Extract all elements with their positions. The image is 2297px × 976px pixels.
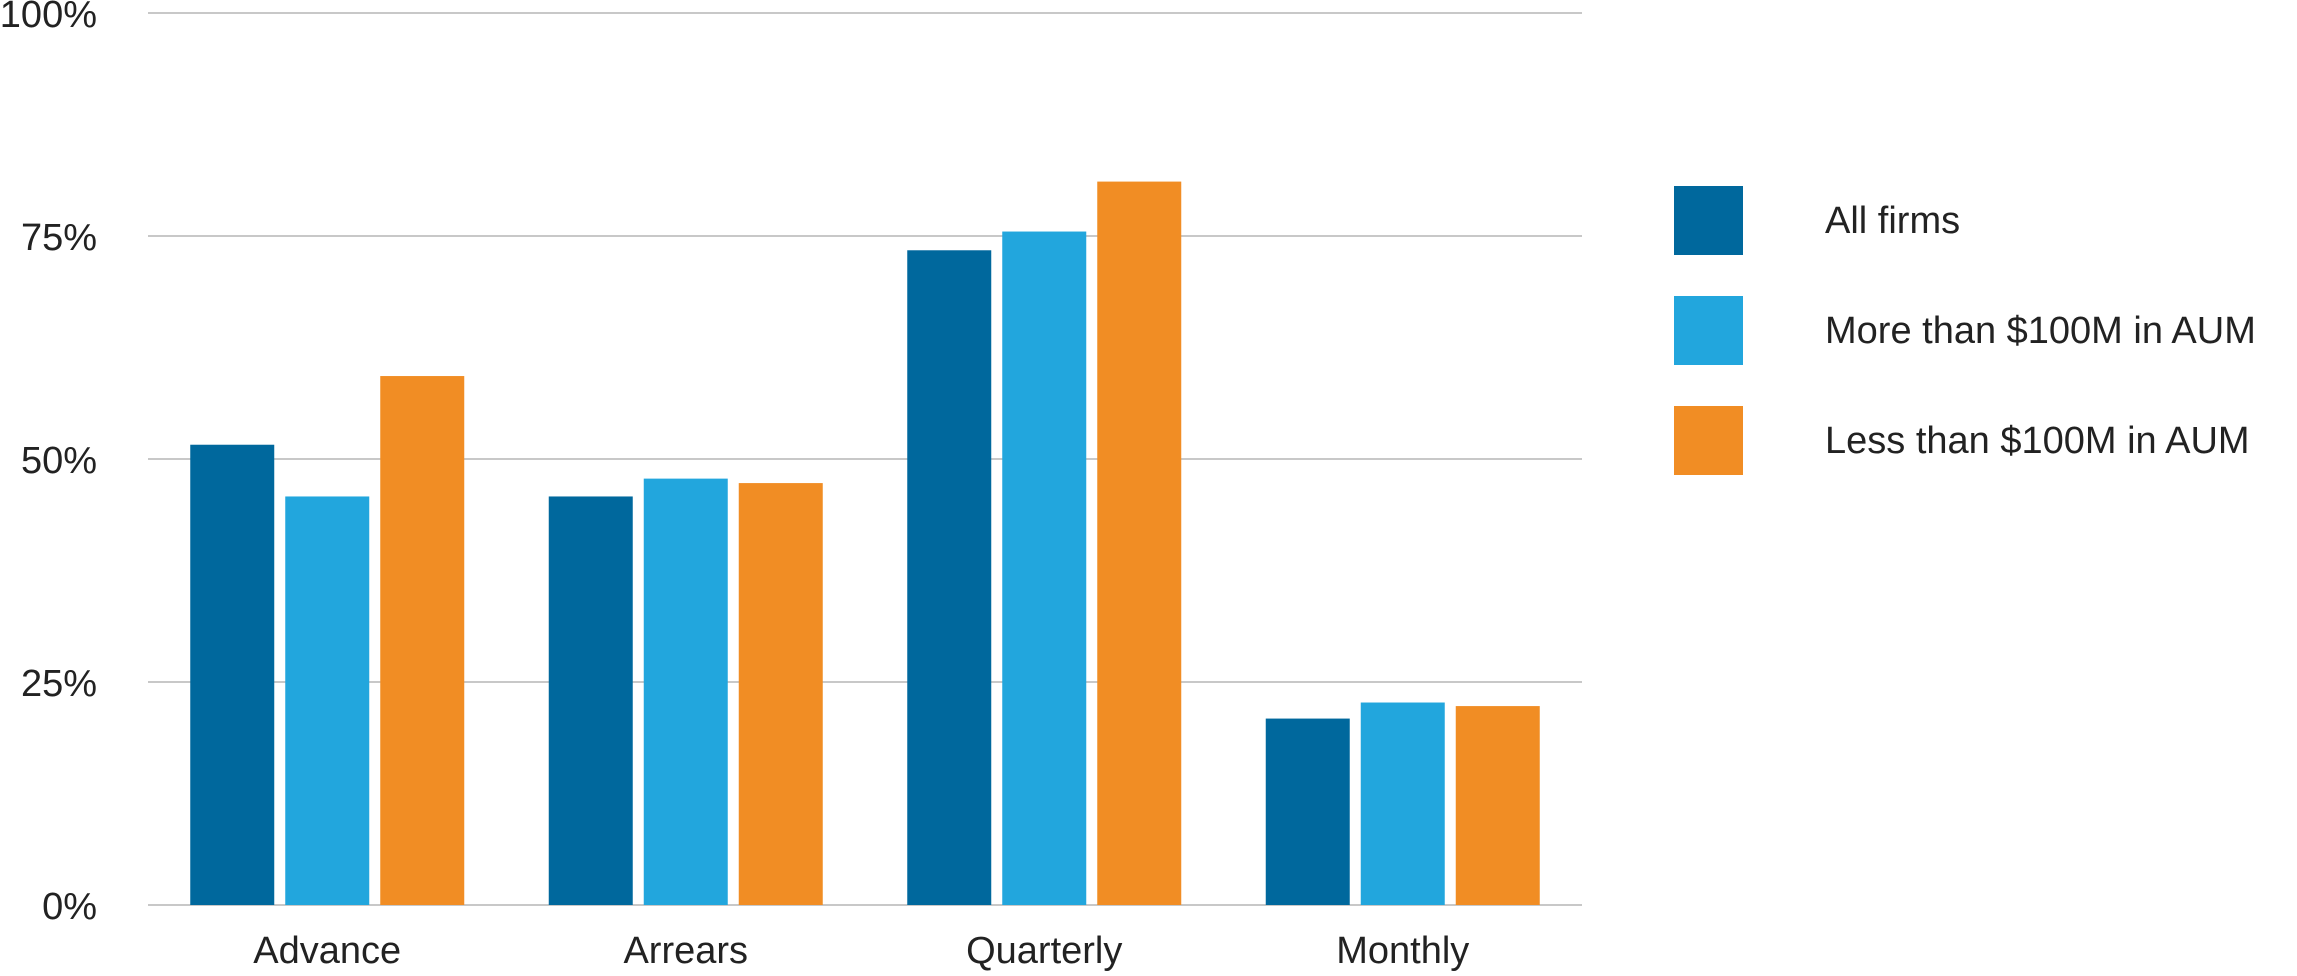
bar	[190, 444, 275, 905]
bar	[1265, 718, 1350, 905]
y-tick-label: 75%	[21, 217, 97, 259]
x-tick-label: Arrears	[623, 930, 748, 972]
y-tick-label: 25%	[21, 663, 97, 705]
bar	[1002, 231, 1087, 906]
bar	[738, 483, 823, 905]
y-tick-label: 100%	[0, 0, 97, 36]
bar	[907, 250, 992, 906]
bar	[1097, 181, 1182, 905]
y-tick-label: 0%	[42, 886, 97, 928]
x-tick-label: Quarterly	[966, 930, 1122, 972]
bar	[548, 496, 633, 905]
legend-label: Less than $100M in AUM	[1825, 420, 2250, 462]
x-tick-label: Advance	[253, 930, 401, 972]
bar	[643, 478, 728, 905]
bar	[380, 376, 465, 905]
bar	[285, 496, 370, 905]
legend-label: All firms	[1825, 200, 1960, 242]
legend-swatch	[1674, 186, 1743, 255]
x-tick-label: Monthly	[1336, 930, 1469, 972]
legend-swatch	[1674, 406, 1743, 475]
legend-swatch	[1674, 296, 1743, 365]
bar	[1455, 706, 1540, 905]
legend-label: More than $100M in AUM	[1825, 310, 2256, 352]
y-tick-label: 50%	[21, 440, 97, 482]
bar	[1360, 702, 1445, 905]
